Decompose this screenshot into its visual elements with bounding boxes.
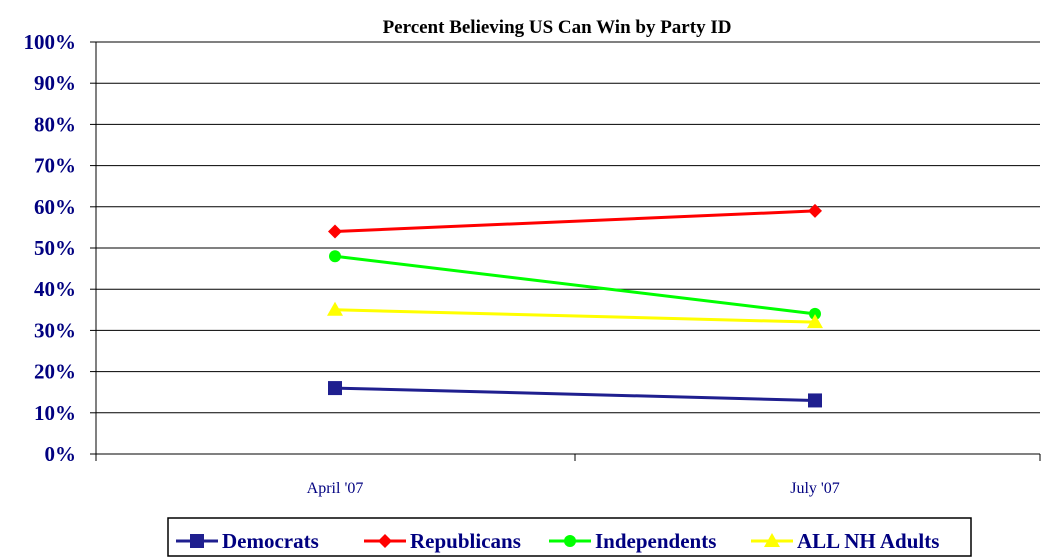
legend-label: Independents — [595, 529, 716, 553]
y-tick-label: 0% — [45, 442, 77, 466]
legend-marker — [378, 534, 392, 548]
y-tick-label: 80% — [34, 112, 76, 136]
legend-label: ALL NH Adults — [797, 529, 939, 553]
series-all-nh-adults — [327, 301, 823, 329]
legend-marker — [764, 533, 780, 547]
y-axis-ticks: 0% 10% 20% 30% 40% 50% 60% 70% 80% 90% 100% — [24, 30, 77, 466]
series-line-all-nh-adults — [334, 308, 816, 324]
data-point-independents — [809, 307, 821, 320]
data-point-republicans — [808, 203, 822, 218]
y-tick-label: 40% — [34, 277, 76, 301]
y-tick-label: 90% — [34, 71, 76, 95]
y-tick-label: 30% — [34, 318, 76, 342]
legend-label: Democrats — [222, 529, 319, 553]
data-point-republicans — [328, 224, 342, 239]
series-group — [327, 203, 823, 408]
chart-title: Percent Believing US Can Win by Party ID — [383, 17, 732, 38]
legend-item-independents: Independents — [549, 529, 716, 553]
data-point-independents — [329, 250, 341, 263]
legend-marker — [564, 535, 576, 547]
legend-item-democrats: Democrats — [176, 529, 319, 553]
legend-item-all-nh-adults: ALL NH Adults — [751, 529, 939, 553]
x-tick-label: April '07 — [307, 480, 364, 497]
gridlines — [96, 41, 1040, 414]
data-point-democrats — [808, 393, 822, 408]
y-tick-label: 20% — [34, 360, 76, 384]
series-republicans — [328, 203, 822, 239]
series-independents — [329, 250, 821, 320]
legend: Democrats Republicans Independents ALL NH A… — [167, 517, 972, 557]
data-point-democrats — [328, 381, 342, 396]
series-line-democrats — [334, 386, 816, 402]
axes — [90, 41, 1041, 461]
y-tick-label: 10% — [34, 401, 76, 425]
legend-marker — [190, 534, 204, 548]
y-tick-label: 60% — [34, 195, 76, 219]
data-point-all-nh-adults — [327, 301, 343, 316]
data-point-all-nh-adults — [807, 314, 823, 329]
x-axis-ticks: April '07 July '07 — [307, 480, 840, 497]
y-tick-label: 100% — [24, 30, 77, 54]
series-democrats — [328, 381, 822, 408]
y-tick-label: 70% — [34, 154, 76, 178]
x-tick-label: July '07 — [790, 480, 840, 497]
legend-item-republicans: Republicans — [364, 529, 521, 553]
series-line-independents — [334, 254, 816, 316]
legend-label: Republicans — [410, 529, 521, 553]
y-tick-label: 50% — [34, 236, 76, 260]
series-line-republicans — [334, 209, 816, 234]
